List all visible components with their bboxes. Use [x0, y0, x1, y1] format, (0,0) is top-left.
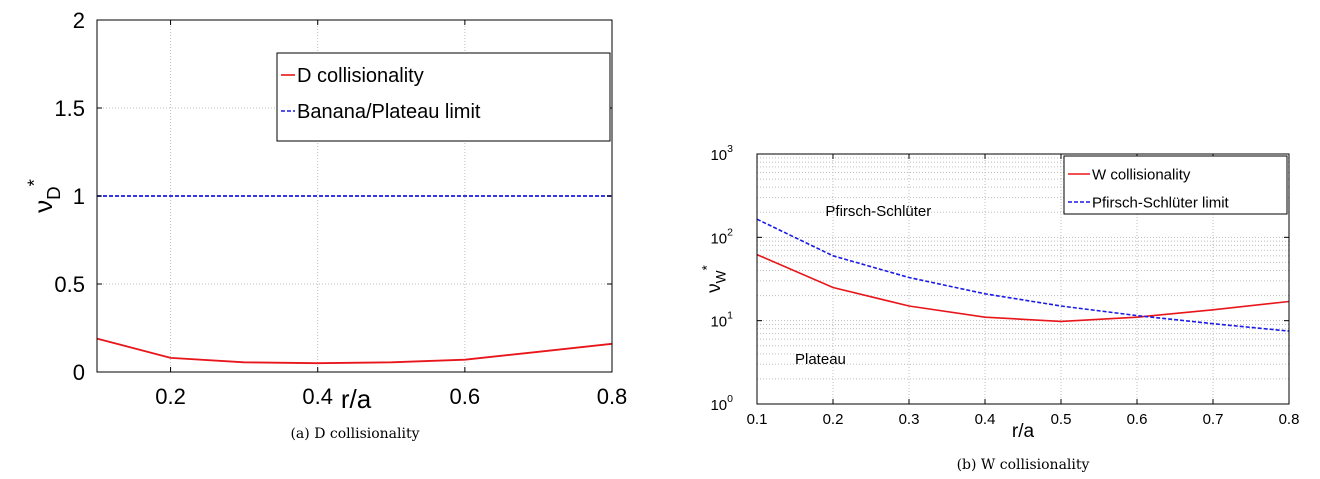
chart-a: 0.2 0.4 0.6 0.8 0 0.5 1 1.5 2 r/a νD* D collisional…: [23, 8, 627, 442]
y-tick-label: 100: [710, 393, 733, 414]
y-tick-label: 0.5: [54, 272, 85, 297]
legend-box: [276, 52, 611, 142]
y-tick-label: 101: [710, 310, 733, 331]
x-axis-label: r/a: [341, 384, 372, 414]
x-tick-label: 0.2: [155, 384, 186, 409]
y-tick-label: 0: [73, 360, 85, 385]
x-tick-label: 0.5: [1051, 411, 1072, 428]
y-tick-label: 102: [710, 226, 733, 247]
x-tick-label: 0.8: [597, 384, 628, 409]
legend-label: D collisionality: [297, 65, 424, 87]
x-axis-label: r/a: [1012, 421, 1035, 442]
annotation: Pfirsch-Schlüter: [825, 203, 931, 220]
tick-labels: 0.1 0.2 0.3 0.4 0.5 0.6 0.7 0.8 100 101 102 103: [710, 143, 1299, 428]
x-tick-label: 0.6: [1127, 411, 1148, 428]
x-tick-label: 0.6: [450, 384, 481, 409]
y-axis-label: νD*: [23, 179, 64, 213]
y-tick-label: 103: [710, 143, 733, 164]
x-tick-label: 0.3: [899, 411, 920, 428]
legend: D collisionality Banana/Plateau limit: [276, 52, 611, 142]
figure-caption: (a) D collisionality: [290, 426, 419, 442]
x-tick-label: 0.2: [823, 411, 844, 428]
y-tick-label: 1: [73, 184, 85, 209]
series-line-collisionality: [756, 253, 1290, 323]
series-line-collisionality: [96, 337, 613, 365]
series-line-limit: [756, 218, 1290, 332]
x-tick-label: 0.7: [1203, 411, 1224, 428]
legend-label: Pfirsch-Schlüter limit: [1092, 194, 1230, 211]
y-tick-label: 2: [73, 8, 85, 33]
legend-box: [1063, 155, 1288, 215]
x-tick-label: 0.4: [302, 384, 333, 409]
figure-caption: (b) W collisionality: [957, 457, 1090, 473]
x-tick-label: 0.4: [975, 411, 996, 428]
y-tick-label: 1.5: [54, 96, 85, 121]
y-axis-label: νW*: [699, 264, 728, 292]
legend-label: W collisionality: [1092, 166, 1191, 183]
x-tick-label: 0.8: [1279, 411, 1300, 428]
chart-b: 0.1 0.2 0.3 0.4 0.5 0.6 0.7 0.8 100 101 102 103 r/a ν…: [699, 143, 1299, 473]
axes-box: [756, 153, 1290, 405]
legend: W collisionality Pfirsch-Schlüter limit: [1063, 155, 1288, 215]
annotation: Plateau: [795, 351, 846, 368]
x-tick-label: 0.1: [747, 411, 768, 428]
tick-labels: 0.2 0.4 0.6 0.8 0 0.5 1 1.5 2: [54, 8, 627, 409]
legend-label: Banana/Plateau limit: [297, 101, 481, 123]
